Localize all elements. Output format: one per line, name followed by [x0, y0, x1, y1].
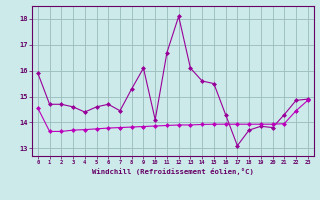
X-axis label: Windchill (Refroidissement éolien,°C): Windchill (Refroidissement éolien,°C) [92, 168, 254, 175]
